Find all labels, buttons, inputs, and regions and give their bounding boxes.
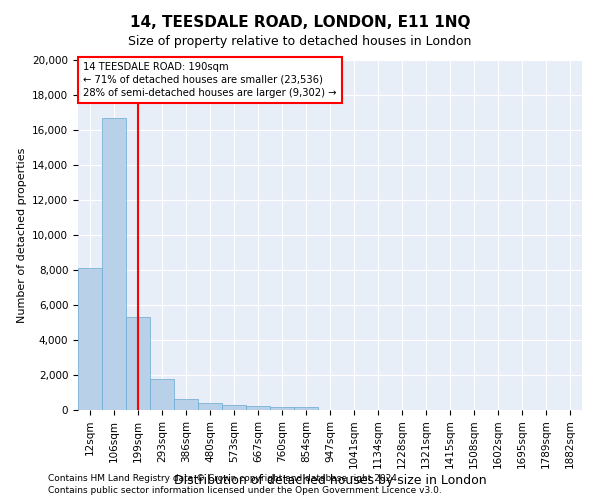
Bar — [198, 404, 222, 410]
Text: Contains HM Land Registry data © Crown copyright and database right 2024.
Contai: Contains HM Land Registry data © Crown c… — [48, 474, 442, 495]
Bar — [150, 380, 174, 410]
Text: Size of property relative to detached houses in London: Size of property relative to detached ho… — [128, 35, 472, 48]
X-axis label: Distribution of detached houses by size in London: Distribution of detached houses by size … — [173, 474, 487, 487]
Bar — [102, 118, 126, 410]
Bar — [294, 406, 318, 410]
Bar — [174, 398, 198, 410]
Text: 14 TEESDALE ROAD: 190sqm
← 71% of detached houses are smaller (23,536)
28% of se: 14 TEESDALE ROAD: 190sqm ← 71% of detach… — [83, 62, 337, 98]
Bar — [126, 318, 150, 410]
Text: 14, TEESDALE ROAD, LONDON, E11 1NQ: 14, TEESDALE ROAD, LONDON, E11 1NQ — [130, 15, 470, 30]
Bar — [78, 268, 102, 410]
Bar — [222, 405, 246, 410]
Y-axis label: Number of detached properties: Number of detached properties — [17, 148, 26, 322]
Bar — [270, 407, 294, 410]
Bar — [246, 406, 270, 410]
